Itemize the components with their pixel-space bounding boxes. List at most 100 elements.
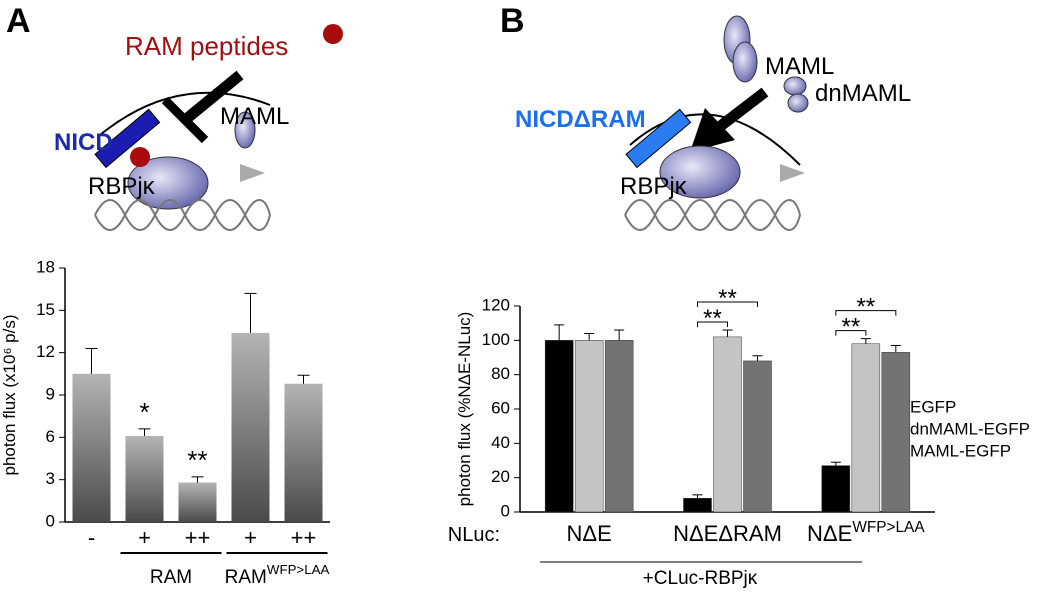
bar xyxy=(178,482,217,522)
label: MAML xyxy=(765,53,834,80)
label-text: RAM xyxy=(225,567,267,588)
bar xyxy=(683,498,712,513)
x-label: RAM xyxy=(150,567,192,588)
dnmaml xyxy=(787,93,809,113)
y-tick-label: 0 xyxy=(501,501,510,520)
error-bar xyxy=(584,332,595,341)
dna xyxy=(624,199,801,231)
x-label: NΔEΔRAM xyxy=(673,521,782,546)
label: NICDΔRAM xyxy=(515,106,646,133)
x-tick-label: - xyxy=(88,525,95,550)
y-tick-label: 12 xyxy=(36,342,55,361)
x-prefix: NLuc: xyxy=(448,524,500,546)
label-text: NΔEΔRAM xyxy=(673,521,782,546)
nicd xyxy=(94,108,161,169)
arrow xyxy=(714,87,769,133)
x-tick-label: + xyxy=(244,525,257,550)
arrow xyxy=(780,164,805,182)
panel-label: B xyxy=(500,2,525,40)
label: RBPjκ xyxy=(620,173,688,200)
label: dnMAML xyxy=(815,80,911,107)
rbp xyxy=(127,156,209,210)
x-label: NΔE xyxy=(567,521,612,546)
y-tick-label: 6 xyxy=(46,427,55,446)
y-tick-label: 40 xyxy=(491,433,510,452)
panel-label: A xyxy=(6,2,31,40)
label-text: NΔE xyxy=(807,521,852,546)
label: RAM peptides xyxy=(125,31,288,61)
x-label: RAMWFP>LAA xyxy=(225,562,330,588)
inhibit xyxy=(181,70,244,125)
diagram-a: A RAM peptides NICD MAML RBPjκ xyxy=(6,2,343,231)
y-tick-label: 3 xyxy=(46,469,55,488)
bar xyxy=(851,343,881,513)
x-tick-label: + xyxy=(138,525,151,550)
peptide xyxy=(323,24,343,44)
legend-swatch xyxy=(882,444,900,460)
diagram-b: B MAML dnMAML NICDΔRAM RBPjκ xyxy=(500,2,911,231)
y-tick-label: 60 xyxy=(491,398,510,417)
maml xyxy=(234,111,256,149)
inhibit-bar xyxy=(161,96,209,144)
error-bar xyxy=(752,355,763,361)
sig-bracket xyxy=(697,321,728,328)
rbp xyxy=(659,145,741,199)
label: MAML xyxy=(220,103,289,130)
bar xyxy=(821,465,851,513)
bar xyxy=(125,435,164,522)
label-sup: WFP>LAA xyxy=(267,562,330,577)
label: RBPjκ xyxy=(88,173,156,200)
sig-bracket xyxy=(835,330,867,336)
legend-label: dnMAML-EGFP xyxy=(910,419,1030,438)
y-tick-label: 18 xyxy=(36,257,55,276)
error-bar xyxy=(830,461,841,466)
error-bar xyxy=(554,324,565,341)
error-bar xyxy=(692,494,703,499)
bar xyxy=(284,383,323,522)
error-bar xyxy=(85,347,98,374)
y-axis-title: photon flux (x10⁶ p/s) xyxy=(0,314,19,475)
y-tick-label: 0 xyxy=(46,511,55,530)
error-bar xyxy=(890,344,901,353)
sig-bracket xyxy=(835,310,897,316)
label: NICD xyxy=(54,129,113,156)
annotation: * xyxy=(139,397,149,427)
error-bar xyxy=(722,329,733,337)
y-tick-label: 120 xyxy=(482,295,510,314)
x-label: NΔEWFP>LAA xyxy=(807,519,925,546)
bar xyxy=(881,352,911,513)
bar xyxy=(604,340,634,513)
error-bar xyxy=(860,338,871,344)
y-tick-label: 100 xyxy=(482,330,510,349)
bar xyxy=(574,340,604,513)
arc xyxy=(99,91,271,136)
y-tick-label: 15 xyxy=(36,300,55,319)
peptide xyxy=(130,147,150,167)
bar xyxy=(743,360,772,513)
label-text: RAM xyxy=(150,567,192,588)
x-tick-label: ++ xyxy=(291,525,317,550)
error-bar xyxy=(244,292,257,333)
error-bar xyxy=(138,428,151,436)
nicd xyxy=(625,108,692,169)
arrow-head xyxy=(690,108,735,152)
dna xyxy=(624,199,801,231)
bar xyxy=(544,340,574,513)
error-bar xyxy=(297,374,310,384)
sig-bracket xyxy=(697,301,758,308)
y-axis-title: photon flux (%NΔE-NLuc) xyxy=(455,312,474,507)
sig-label: ** xyxy=(703,305,722,332)
arrow xyxy=(240,164,265,182)
label-text: NΔE xyxy=(567,521,612,546)
legend-label: EGFP xyxy=(910,397,956,416)
dna xyxy=(94,199,271,231)
error-bar xyxy=(191,476,204,483)
y-tick-label: 20 xyxy=(491,467,510,486)
y-tick-label: 9 xyxy=(46,384,55,403)
error-bar xyxy=(614,329,625,341)
label-sup: WFP>LAA xyxy=(852,519,925,536)
annotation: ** xyxy=(187,445,207,475)
bar xyxy=(231,332,270,522)
sig-label: ** xyxy=(856,294,875,321)
